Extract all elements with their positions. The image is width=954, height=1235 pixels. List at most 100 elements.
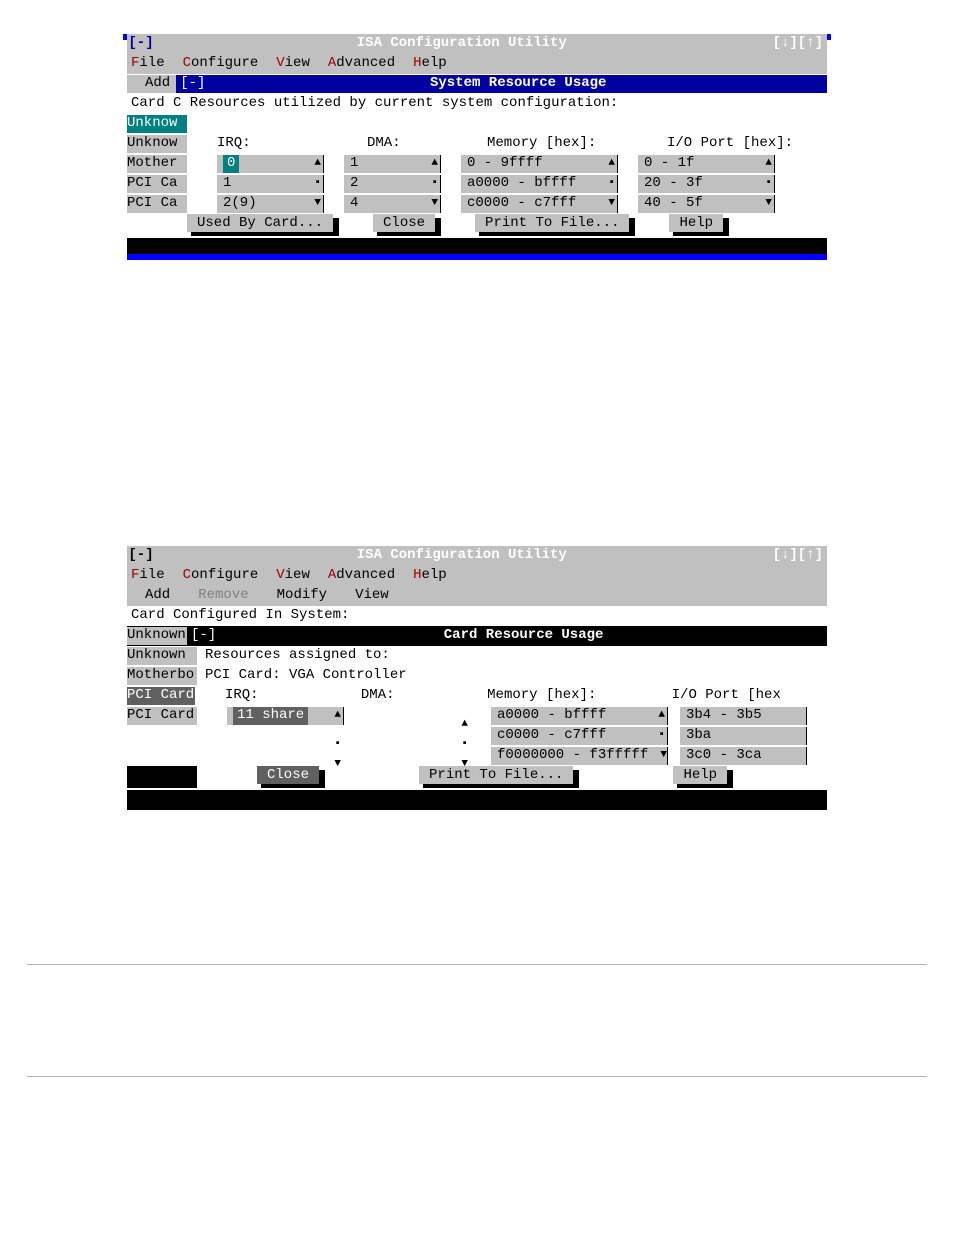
io-cell[interactable]: 3c0 - 3ca (680, 747, 807, 765)
info-line-resources: Resources assigned to: (197, 647, 390, 665)
dialog-control-icon[interactable]: [-] (187, 627, 220, 645)
header-irq: IRQ: (195, 687, 361, 705)
memory-cell[interactable]: a0000 - bffff▲ (491, 707, 668, 725)
window-card-resource-usage: [-] ISA Configuration Utility [↓][↑] Fil… (127, 546, 827, 810)
scroll-down-icon[interactable]: ▼ (314, 197, 321, 211)
scroll-down-icon[interactable]: ▼ (334, 758, 341, 772)
sidebar-item-unknown[interactable]: Unknow (127, 135, 187, 153)
submenu-remove: Remove (180, 587, 258, 605)
memory-cell[interactable]: 0 - 9ffff▲ (461, 155, 618, 173)
irq-cell[interactable]: 1▪ (217, 175, 324, 193)
scroll-thumb-icon[interactable]: ▪ (658, 729, 665, 743)
io-cell[interactable]: 3b4 - 3b5 (680, 707, 807, 725)
menu-configure[interactable]: Configure (183, 567, 259, 585)
menu-help[interactable]: Help (413, 55, 447, 73)
used-by-card-button[interactable]: Used By Card... (187, 214, 333, 232)
dma-cell[interactable]: 1▲ (344, 155, 441, 173)
sidebar-item-unknown-sel[interactable]: Unknow (127, 115, 187, 133)
irq-cell[interactable]: 11 share▲ (227, 707, 344, 725)
scroll-indicator: [↓][↑] (769, 35, 827, 53)
submenu-add[interactable]: Add (127, 75, 176, 93)
dialog-titlebar: Unknown [-] Card Resource Usage (127, 626, 827, 646)
window-system-resource-usage: [-] ISA Configuration Utility [↓][↑] Fil… (127, 34, 827, 260)
button-row: Used By Card... Close Print To File... H… (127, 214, 827, 238)
submenu-add[interactable]: Add (127, 587, 180, 605)
dialog-title: Card Resource Usage (220, 627, 827, 645)
close-button[interactable]: Close (373, 214, 435, 232)
titlebar: [-] ISA Configuration Utility [↓][↑] (127, 34, 827, 54)
menu-file[interactable]: File (131, 567, 165, 585)
header-io-port: I/O Port [hex (672, 687, 827, 705)
scroll-thumb-icon[interactable]: ▪ (461, 738, 468, 752)
scroll-thumb-icon[interactable]: ▪ (765, 177, 772, 191)
separator-2 (27, 1076, 927, 1077)
bottom-blue-bar (127, 254, 827, 260)
sidebar-item-motherbo[interactable]: Motherbo (127, 667, 197, 685)
io-cell[interactable]: 40 - 5f▼ (638, 195, 775, 213)
io-cell[interactable]: 0 - 1f▲ (638, 155, 775, 173)
submenubar: Add Remove Modify View (127, 586, 827, 606)
dialog-control-icon[interactable]: [-] (176, 75, 209, 93)
scroll-up-icon[interactable]: ▲ (658, 709, 665, 723)
info-line: Card C Resources utilized by current sys… (127, 94, 827, 114)
menu-view[interactable]: View (276, 567, 310, 585)
black-corner (127, 766, 197, 788)
info-line-pci: PCI Card: VGA Controller (197, 667, 407, 685)
scroll-thumb-icon[interactable]: ▪ (431, 177, 438, 191)
scroll-thumb-icon[interactable]: ▪ (334, 738, 341, 752)
scroll-thumb-icon[interactable]: ▪ (314, 177, 321, 191)
close-button[interactable]: Close (257, 766, 319, 784)
menu-help[interactable]: Help (413, 567, 447, 585)
sidebar-item-unknown[interactable]: Unknown (127, 647, 197, 665)
irq-cell[interactable]: 2(9)▼ (217, 195, 324, 213)
sidebar-item-pci-card[interactable]: PCI Card (127, 707, 197, 725)
memory-cell[interactable]: c0000 - c7fff▼ (461, 195, 618, 213)
submenu-modify[interactable]: Modify (259, 587, 337, 605)
dma-cell[interactable]: 2▪ (344, 175, 441, 193)
sidebar-item-pci-card-sel[interactable]: PCI Card (127, 687, 195, 705)
scroll-up-icon[interactable]: ▲ (314, 157, 321, 171)
dialog-title: System Resource Usage (209, 75, 827, 93)
menu-file[interactable]: File (131, 55, 165, 73)
scroll-up-icon[interactable]: ▲ (431, 157, 438, 171)
menu-advanced[interactable]: Advanced (328, 55, 395, 73)
sidebar-item-mother[interactable]: Mother (127, 155, 187, 173)
scroll-up-icon[interactable]: ▲ (461, 718, 468, 732)
scroll-up-icon[interactable]: ▲ (334, 709, 341, 723)
window-title: ISA Configuration Utility (155, 547, 769, 565)
header-dma: DMA: (367, 135, 487, 153)
scroll-indicator: [↓][↑] (769, 547, 827, 565)
io-cell[interactable]: 20 - 3f▪ (638, 175, 775, 193)
sidebar-item-pci-ca[interactable]: PCI Ca (127, 195, 187, 213)
sidebar-item-unknown[interactable]: Unknown (127, 627, 187, 645)
scroll-thumb-icon[interactable]: ▪ (608, 177, 615, 191)
header-io-port: I/O Port [hex]: (667, 135, 827, 153)
button-row: Close Print To File... Help (127, 766, 827, 790)
scroll-up-icon[interactable]: ▲ (608, 157, 615, 171)
menu-configure[interactable]: Configure (183, 55, 259, 73)
control-menu-icon[interactable]: [-] (127, 35, 155, 53)
memory-cell[interactable]: a0000 - bffff▪ (461, 175, 618, 193)
header-irq: IRQ: (187, 135, 367, 153)
control-menu-icon[interactable]: [-] (127, 547, 155, 565)
io-cell[interactable]: 3ba (680, 727, 807, 745)
print-to-file-button[interactable]: Print To File... (475, 214, 629, 232)
irq-cell[interactable]: 0▲ (217, 155, 324, 173)
memory-cell[interactable]: c0000 - c7fff▪ (491, 727, 668, 745)
bottom-bar (127, 790, 827, 810)
scroll-up-icon[interactable]: ▲ (765, 157, 772, 171)
scroll-down-icon[interactable]: ▼ (660, 749, 667, 763)
help-button[interactable]: Help (669, 214, 723, 232)
menu-view[interactable]: View (276, 55, 310, 73)
menu-advanced[interactable]: Advanced (328, 567, 395, 585)
dma-cell[interactable]: 4▼ (344, 195, 441, 213)
separator-1 (27, 964, 927, 965)
help-button[interactable]: Help (673, 766, 727, 784)
memory-cell[interactable]: f0000000 - f3fffff▼ (491, 747, 668, 765)
print-to-file-button[interactable]: Print To File... (419, 766, 573, 784)
scroll-down-icon[interactable]: ▼ (765, 197, 772, 211)
sidebar-item-pci-ca[interactable]: PCI Ca (127, 175, 187, 193)
submenu-view[interactable]: View (337, 587, 399, 605)
scroll-down-icon[interactable]: ▼ (431, 197, 438, 211)
scroll-down-icon[interactable]: ▼ (608, 197, 615, 211)
